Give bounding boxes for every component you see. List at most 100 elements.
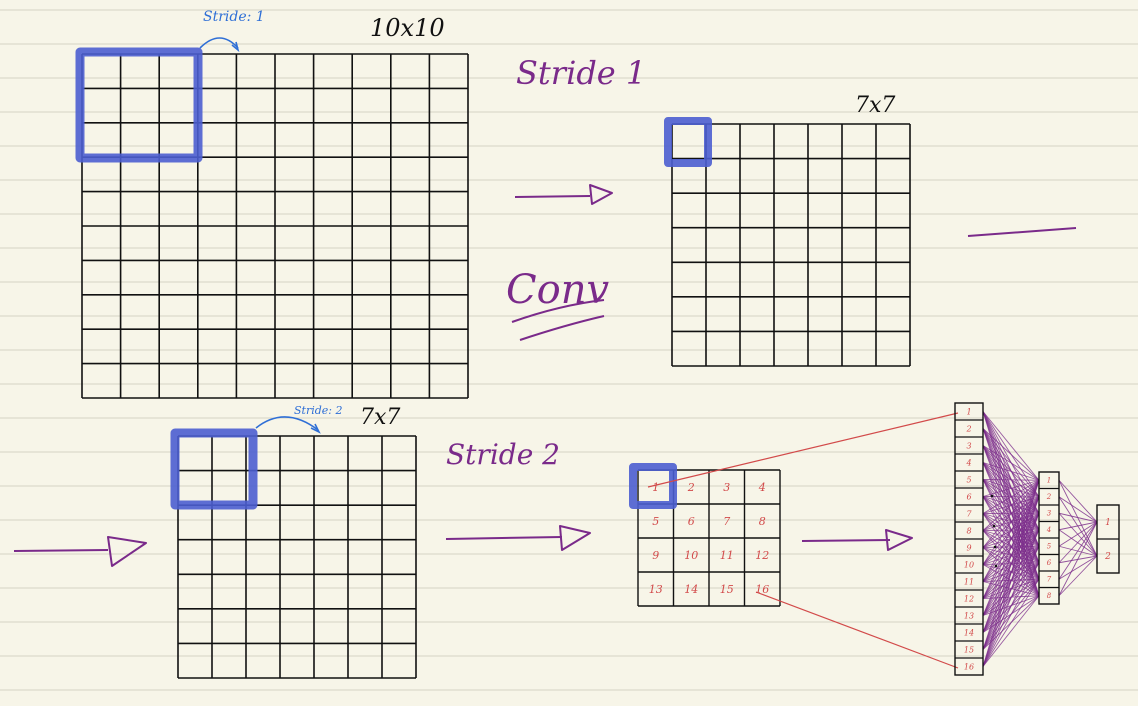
feature-cell-number: 12	[755, 549, 769, 562]
mapping-line-cell-1	[647, 412, 959, 488]
feature-cell-number: 1	[652, 481, 659, 494]
connection-line	[1058, 479, 1098, 523]
size-10x10-label: 10x10	[370, 14, 445, 42]
flatten-cell-number: 15	[964, 645, 974, 654]
output-cell-number: 2	[1104, 552, 1111, 562]
mapping-line-cell-16	[755, 591, 959, 669]
feature-cell-number: 10	[684, 549, 698, 562]
connection-line	[982, 595, 1040, 667]
stride-1-title: Stride 1	[516, 54, 646, 92]
arrow-from-top-row	[13, 536, 147, 567]
flatten-cell-number: 4	[965, 458, 971, 467]
hidden-cell-number: 8	[1047, 592, 1052, 600]
connection-line	[982, 496, 1040, 667]
connection-line	[982, 479, 1040, 548]
connection-line	[1058, 512, 1098, 523]
hidden-layer-8: 1 2 3 4 5 6 7 8	[1038, 471, 1060, 605]
feature-cell-number: 4	[758, 481, 766, 494]
connection-line	[1058, 496, 1098, 523]
hidden-cell-number: 4	[1046, 526, 1051, 534]
connection-line	[982, 428, 1040, 481]
connection-line	[982, 546, 1040, 667]
flatten-cell-number: 12	[964, 594, 974, 603]
connection-line	[1058, 480, 1098, 557]
connection-line	[982, 411, 1040, 481]
flatten-cell-number: 6	[966, 492, 971, 501]
connection-line	[982, 480, 1040, 667]
hidden-cell-number: 5	[1047, 543, 1052, 551]
flatten-cell-number: 5	[966, 475, 971, 484]
connection-line	[982, 462, 1040, 481]
stride-arrowhead-1	[231, 41, 240, 53]
connection-line	[1058, 555, 1098, 597]
connection-line	[982, 479, 1040, 497]
flatten-cell-number: 7	[966, 509, 972, 518]
feature-cell-number: 8	[759, 515, 766, 528]
input-grid-7x7	[177, 435, 417, 679]
feature-cell-highlight	[629, 463, 677, 509]
flatten-cell-number: 9	[966, 543, 971, 552]
feature-cell-number: 14	[684, 583, 698, 596]
stride-2-small-label: Stride: 2	[294, 404, 343, 417]
connection-line	[982, 562, 1040, 667]
arrow-to-4x4	[445, 525, 591, 551]
stride-arrow-2	[255, 416, 319, 431]
flatten-cell-number: 2	[965, 424, 971, 433]
connection-line	[982, 513, 1040, 667]
feature-cell-number: 5	[652, 515, 659, 528]
conv-underline-2	[519, 315, 605, 341]
connection-line	[982, 579, 1040, 667]
connection-line	[982, 479, 1040, 531]
output-cell-highlight	[664, 117, 712, 167]
connection-line	[982, 480, 1040, 616]
connection-line	[982, 480, 1040, 633]
connection-line	[1058, 496, 1098, 557]
arrow-to-flatten	[801, 529, 913, 551]
connection-line	[982, 480, 1040, 565]
flatten-cell-number: 3	[966, 441, 971, 450]
output-grid-7x7	[671, 123, 911, 367]
feature-cell-number: 2	[687, 481, 695, 494]
arrow-to-7x7	[514, 184, 613, 205]
flatten-cell-number: 1	[966, 407, 971, 416]
stride-2-title: Stride 2	[446, 438, 560, 471]
connection-line	[982, 479, 1040, 481]
connection-line	[982, 445, 1040, 481]
size-7x7-label-bottom: 7x7	[360, 405, 400, 430]
feature-cell-number: 6	[688, 515, 695, 528]
feature-cell-number: 13	[649, 583, 663, 596]
connection-line	[1058, 521, 1098, 531]
conv-label: Conv	[506, 267, 609, 313]
conv-underline-1	[511, 299, 605, 323]
connection-line	[982, 480, 1040, 599]
feature-cell-number: 7	[723, 515, 730, 528]
connection-line	[1058, 521, 1098, 564]
connection-line	[982, 480, 1040, 650]
feature-cell-number: 9	[652, 549, 659, 562]
flatten-cell-number: 13	[964, 611, 974, 620]
stride-arrowhead-2	[310, 423, 321, 434]
connection-line	[982, 480, 1040, 582]
kernel-highlight-2x2	[170, 428, 258, 510]
flatten-cell-number: 8	[966, 526, 971, 535]
hidden-cell-number: 3	[1047, 510, 1052, 518]
size-7x7-label-top: 7x7	[855, 93, 895, 118]
hidden-cell-number: 2	[1046, 493, 1052, 501]
feature-cell-number: 15	[720, 583, 734, 596]
stride-arrow-1	[199, 37, 239, 49]
output-cell-number: 1	[1105, 518, 1111, 528]
flatten-cell-number: 16	[964, 662, 974, 671]
flatten-cell-number: 10	[964, 560, 974, 569]
flatten-cell-number: 11	[964, 577, 974, 586]
flatten-cell-number: 14	[964, 628, 974, 637]
kernel-highlight-3x3	[75, 47, 203, 163]
continuation-dash	[967, 227, 1077, 237]
connection-line	[1058, 555, 1098, 580]
feature-cell-number: 11	[720, 549, 734, 562]
connection-line	[1058, 521, 1098, 580]
input-grid-10x10	[81, 53, 469, 399]
hidden-cell-number: 1	[1047, 477, 1051, 485]
